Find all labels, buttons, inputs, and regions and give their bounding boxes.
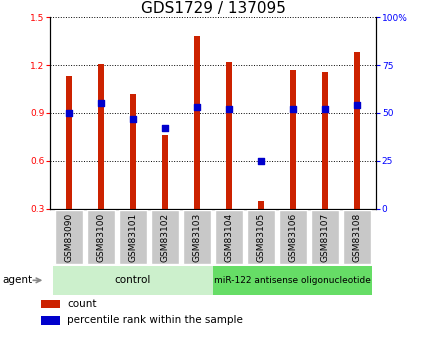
- Point: [257, 158, 264, 164]
- Bar: [41, 300, 60, 308]
- Bar: [353, 52, 359, 209]
- Bar: [342, 210, 370, 264]
- Point: [321, 106, 328, 112]
- Text: GSM83106: GSM83106: [288, 213, 297, 263]
- Point: [225, 106, 232, 112]
- Bar: [66, 76, 72, 209]
- Text: GSM83107: GSM83107: [320, 213, 329, 263]
- Bar: [213, 266, 372, 295]
- Point: [129, 116, 136, 121]
- Bar: [183, 210, 211, 264]
- Bar: [289, 70, 295, 209]
- Text: control: control: [115, 275, 151, 285]
- Bar: [53, 266, 212, 295]
- Bar: [214, 210, 243, 264]
- Bar: [130, 94, 136, 209]
- Text: percentile rank within the sample: percentile rank within the sample: [67, 315, 243, 325]
- Bar: [194, 37, 200, 209]
- Text: GSM83101: GSM83101: [128, 213, 138, 263]
- Point: [289, 106, 296, 112]
- Text: GSM83108: GSM83108: [352, 213, 361, 263]
- Bar: [119, 210, 147, 264]
- Text: count: count: [67, 299, 97, 309]
- Title: GDS1729 / 137095: GDS1729 / 137095: [140, 1, 285, 16]
- Text: GSM83090: GSM83090: [65, 213, 73, 263]
- Bar: [278, 210, 306, 264]
- Bar: [162, 135, 168, 209]
- Text: agent: agent: [2, 275, 32, 285]
- Point: [66, 110, 72, 116]
- Bar: [310, 210, 339, 264]
- Bar: [226, 62, 231, 209]
- Point: [193, 105, 200, 110]
- Point: [98, 101, 105, 106]
- Point: [161, 126, 168, 131]
- Bar: [258, 201, 263, 209]
- Text: miR-122 antisense oligonucleotide: miR-122 antisense oligonucleotide: [214, 276, 370, 285]
- Bar: [87, 210, 115, 264]
- Text: GSM83102: GSM83102: [160, 213, 169, 262]
- Bar: [322, 71, 327, 209]
- Bar: [247, 210, 275, 264]
- Text: GSM83104: GSM83104: [224, 213, 233, 262]
- Text: GSM83100: GSM83100: [96, 213, 105, 263]
- Bar: [41, 316, 60, 325]
- Text: GSM83103: GSM83103: [192, 213, 201, 263]
- Point: [353, 102, 360, 108]
- Bar: [55, 210, 83, 264]
- Text: GSM83105: GSM83105: [256, 213, 265, 263]
- Bar: [151, 210, 179, 264]
- Bar: [98, 63, 104, 209]
